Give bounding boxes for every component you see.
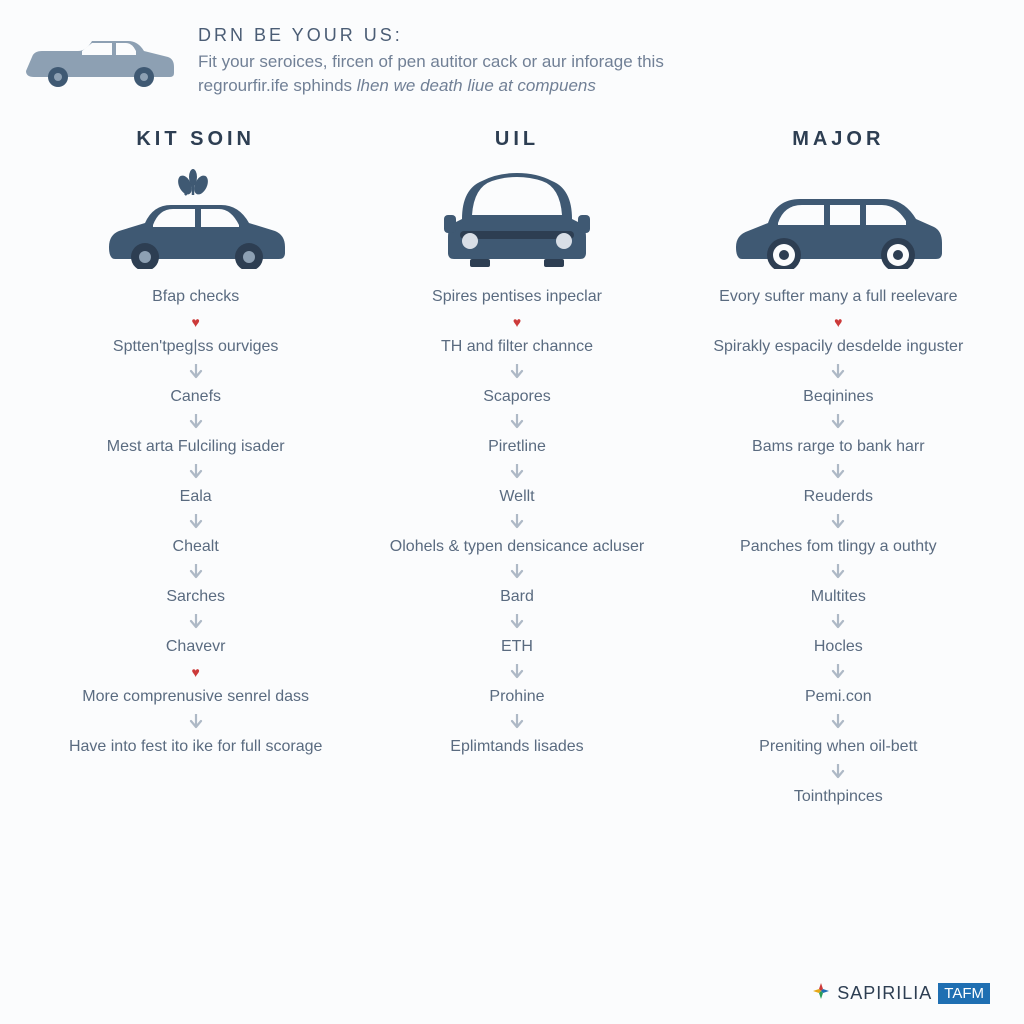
heart-separator-icon: ♥ bbox=[834, 314, 842, 330]
arrow-down-icon bbox=[510, 614, 524, 630]
list-item: More comprenusive senrel dass bbox=[82, 687, 309, 707]
list-item: Bard bbox=[500, 587, 534, 607]
column-uil: UIL Spires pentises inpeclar ♥ TH and filt… bbox=[361, 128, 672, 807]
car-side-plant-icon bbox=[101, 169, 291, 269]
arrow-down-icon bbox=[831, 414, 845, 430]
list-item: Preniting when oil-bett bbox=[759, 737, 917, 757]
list-item: Sptten'tpeg|ss ourviges bbox=[113, 337, 279, 357]
column-items: Evory sufter many a full reelevare ♥ Spira… bbox=[683, 287, 994, 807]
arrow-down-icon bbox=[831, 364, 845, 380]
arrow-down-icon bbox=[831, 614, 845, 630]
arrow-down-icon bbox=[831, 564, 845, 580]
header-car-icon bbox=[20, 29, 180, 94]
heart-separator-icon: ♥ bbox=[513, 314, 521, 330]
arrow-down-icon bbox=[189, 714, 203, 730]
arrow-down-icon bbox=[510, 714, 524, 730]
arrow-down-icon bbox=[831, 514, 845, 530]
list-item: Chealt bbox=[173, 537, 219, 557]
car-front-icon bbox=[442, 169, 592, 269]
list-item: Scapores bbox=[483, 387, 551, 407]
list-item: Wellt bbox=[499, 487, 534, 507]
arrow-down-icon bbox=[510, 464, 524, 480]
list-item: Chavevr bbox=[166, 637, 226, 657]
list-item: Piretline bbox=[488, 437, 546, 457]
column-major: MAJOR Evory sufter many a full reeleva bbox=[683, 128, 994, 807]
car-side-wagon-icon bbox=[728, 169, 948, 269]
arrow-down-icon bbox=[189, 364, 203, 380]
footer-brand: SAPIRILIA TAFM bbox=[811, 981, 990, 1006]
arrow-down-icon bbox=[831, 764, 845, 780]
arrow-down-icon bbox=[189, 564, 203, 580]
arrow-down-icon bbox=[510, 564, 524, 580]
list-item: Olohels & typen densicance acluser bbox=[390, 537, 644, 557]
list-item: TH and filter channce bbox=[441, 337, 593, 357]
column-title: MAJOR bbox=[792, 128, 884, 151]
columns-container: KIT SOIN Bfap checks♥Sp bbox=[0, 108, 1024, 807]
list-item: Hocles bbox=[814, 637, 863, 657]
list-item: Prohine bbox=[489, 687, 544, 707]
arrow-down-icon bbox=[831, 464, 845, 480]
arrow-down-icon bbox=[510, 664, 524, 680]
arrow-down-icon bbox=[189, 614, 203, 630]
arrow-down-icon bbox=[189, 464, 203, 480]
arrow-down-icon bbox=[510, 414, 524, 430]
column-items: Bfap checks ♥ Sptten'tpeg|ss ourviges Canef… bbox=[40, 287, 351, 757]
heart-separator-icon: ♥ bbox=[192, 314, 200, 330]
list-item: Beqinines bbox=[803, 387, 873, 407]
arrow-down-icon bbox=[510, 514, 524, 530]
arrow-down-icon bbox=[189, 514, 203, 530]
column-title: KIT SOIN bbox=[136, 128, 255, 151]
list-item: Multites bbox=[811, 587, 866, 607]
list-item: Bfap checks bbox=[152, 287, 239, 307]
column-title: UIL bbox=[495, 128, 539, 151]
list-item: ETH bbox=[501, 637, 533, 657]
list-item: Evory sufter many a full reelevare bbox=[719, 287, 957, 307]
list-item: Pemi.con bbox=[805, 687, 872, 707]
list-item: Bams rarge to bank harr bbox=[752, 437, 925, 457]
header-subtitle: Fit your seroices, fircen of pen autitor… bbox=[198, 50, 994, 98]
list-item: Eala bbox=[180, 487, 212, 507]
header-title: DRN BE YOUR US: bbox=[198, 25, 994, 46]
footer-brand-text: SAPIRILIA bbox=[837, 983, 932, 1004]
arrow-down-icon bbox=[831, 664, 845, 680]
list-item: Spirakly espacily desdelde inguster bbox=[713, 337, 963, 357]
header: DRN BE YOUR US: Fit your seroices, firce… bbox=[0, 0, 1024, 108]
column-items: Spires pentises inpeclar ♥ TH and filter c… bbox=[361, 287, 672, 757]
list-item: Have into fest ito ike for full scorage bbox=[69, 737, 322, 757]
list-item: Spires pentises inpeclar bbox=[432, 287, 602, 307]
list-item: Panches fom tlingy a outhty bbox=[740, 537, 937, 557]
footer-badge: TAFM bbox=[938, 983, 990, 1004]
header-text-block: DRN BE YOUR US: Fit your seroices, firce… bbox=[198, 25, 994, 98]
arrow-down-icon bbox=[831, 714, 845, 730]
list-item: Canefs bbox=[170, 387, 221, 407]
list-item: Eplimtands lisades bbox=[450, 737, 583, 757]
list-item: Mest arta Fulciling isader bbox=[107, 437, 285, 457]
arrow-down-icon bbox=[510, 364, 524, 380]
column-kit-soin: KIT SOIN Bfap checks♥Sp bbox=[40, 128, 351, 807]
footer-logo-icon bbox=[811, 981, 831, 1006]
list-item: Reuderds bbox=[804, 487, 873, 507]
heart-separator-icon: ♥ bbox=[192, 664, 200, 680]
arrow-down-icon bbox=[189, 414, 203, 430]
list-item: Sarches bbox=[166, 587, 225, 607]
list-item: Tointhpinces bbox=[794, 787, 883, 807]
